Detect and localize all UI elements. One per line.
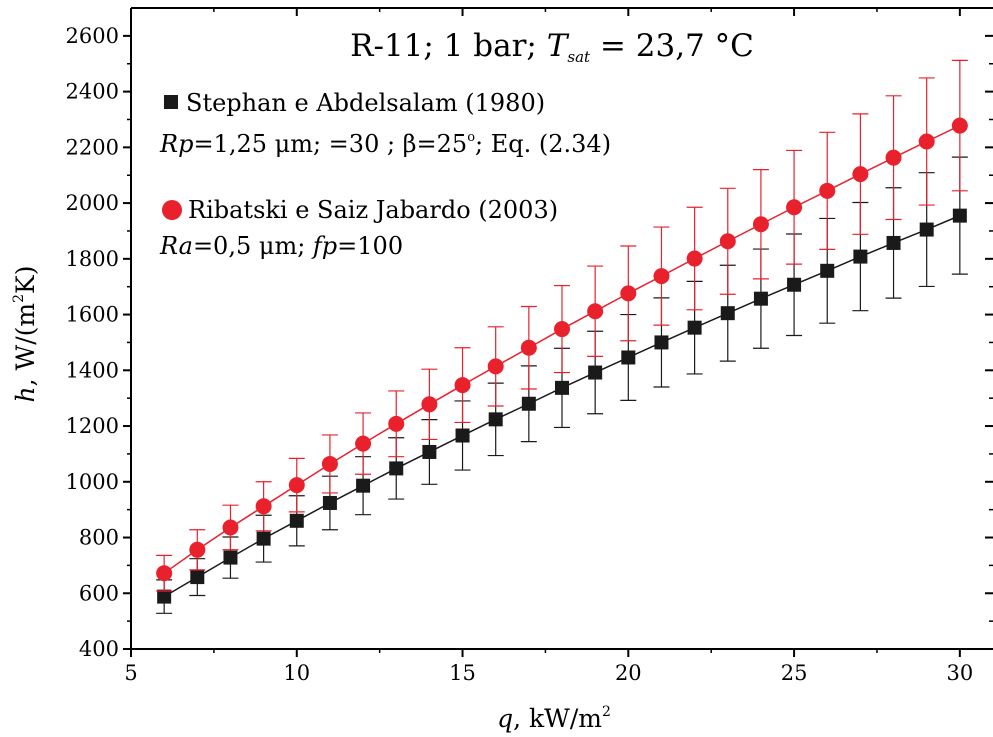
data-point bbox=[322, 495, 337, 510]
data-point bbox=[422, 444, 437, 459]
chart-title: R-11; 1 bar; Tsat = 23,7 °C bbox=[350, 28, 754, 66]
data-point bbox=[886, 235, 901, 250]
data-point bbox=[487, 358, 504, 375]
data-point bbox=[520, 339, 537, 356]
data-point bbox=[156, 565, 173, 582]
data-point bbox=[786, 199, 803, 216]
x-tick-label: 15 bbox=[449, 661, 476, 685]
data-point bbox=[454, 377, 471, 394]
data-point bbox=[753, 291, 768, 306]
data-point bbox=[555, 380, 569, 395]
data-point bbox=[554, 321, 570, 338]
legend-detail-ribatski: Ra=0,5 μm; fp=100 bbox=[159, 232, 403, 260]
data-point bbox=[787, 277, 802, 292]
y-tick-label: 1200 bbox=[66, 414, 119, 438]
y-tick-label: 1400 bbox=[66, 358, 119, 382]
data-point bbox=[389, 461, 404, 476]
y-tick-label: 2400 bbox=[66, 80, 119, 104]
data-point bbox=[321, 455, 338, 472]
data-point bbox=[190, 570, 205, 585]
data-point bbox=[951, 117, 968, 134]
data-point bbox=[388, 415, 405, 432]
data-point bbox=[885, 149, 902, 166]
y-tick-label: 1800 bbox=[66, 247, 119, 271]
data-point bbox=[288, 477, 305, 494]
data-point bbox=[521, 396, 536, 411]
series-layer bbox=[156, 59, 968, 614]
y-tick-label: 1000 bbox=[66, 470, 119, 494]
series-stephan bbox=[156, 156, 968, 614]
data-point bbox=[222, 519, 239, 536]
data-point bbox=[686, 250, 703, 267]
data-point bbox=[654, 335, 669, 350]
data-point bbox=[256, 531, 271, 546]
data-point bbox=[157, 589, 172, 604]
data-point bbox=[852, 166, 869, 183]
x-tick-label: 10 bbox=[283, 661, 310, 685]
data-point bbox=[819, 182, 836, 199]
axes-layer bbox=[130, 7, 993, 650]
y-tick-label: 400 bbox=[79, 637, 119, 661]
y-tick-label: 2600 bbox=[66, 24, 119, 48]
y-tick-label: 800 bbox=[79, 526, 119, 550]
data-point bbox=[620, 285, 637, 302]
y-tick-label: 600 bbox=[79, 581, 119, 605]
data-point bbox=[687, 320, 702, 335]
data-point bbox=[952, 208, 967, 223]
ticks-layer: 400 600 800 1000 1200 1400 1600 1800 2000 2200 240… bbox=[66, 8, 993, 685]
legend-entry-ribatski: Ribatski e Saiz Jabardo (2003) bbox=[188, 196, 558, 224]
data-point bbox=[223, 550, 238, 565]
y-tick-label: 1600 bbox=[66, 303, 119, 327]
data-point bbox=[820, 263, 835, 278]
legend-detail-stephan: Rp=1,25 μm; =30 ; β=25o; Eq. (2.34) bbox=[159, 130, 611, 158]
data-point bbox=[356, 478, 371, 493]
y-axis-title: h, W/(m2K) bbox=[11, 266, 40, 403]
y-tick-label: 2000 bbox=[66, 191, 119, 215]
data-point bbox=[919, 222, 934, 237]
data-point bbox=[621, 350, 636, 365]
x-tick-label: 5 bbox=[124, 661, 137, 685]
legend-marker-square bbox=[164, 95, 178, 109]
data-point bbox=[853, 249, 868, 264]
legend-entry-stephan: Stephan e Abdelsalam (1980) bbox=[186, 89, 545, 117]
series-ribatski bbox=[156, 59, 968, 592]
data-point bbox=[588, 365, 603, 380]
x-tick-label: 30 bbox=[946, 661, 973, 685]
x-tick-label: 20 bbox=[615, 661, 642, 685]
x-tick-label: 25 bbox=[781, 661, 808, 685]
data-point bbox=[719, 233, 736, 250]
data-point bbox=[255, 498, 272, 515]
data-point bbox=[289, 513, 304, 528]
data-point bbox=[752, 216, 769, 233]
data-point bbox=[587, 303, 604, 320]
legend-marker-circle bbox=[162, 200, 182, 220]
data-point bbox=[189, 541, 206, 558]
legend: Stephan e Abdelsalam (1980) Rp=1,25 μm; … bbox=[159, 89, 611, 260]
data-point bbox=[488, 412, 503, 427]
data-point bbox=[918, 133, 935, 150]
data-point bbox=[355, 435, 372, 452]
data-point bbox=[455, 428, 470, 443]
data-point bbox=[653, 268, 670, 285]
y-tick-label: 2200 bbox=[66, 135, 119, 159]
data-point bbox=[720, 306, 735, 321]
data-point bbox=[421, 396, 438, 413]
x-axis-title: q, kW/m2 bbox=[497, 704, 611, 733]
